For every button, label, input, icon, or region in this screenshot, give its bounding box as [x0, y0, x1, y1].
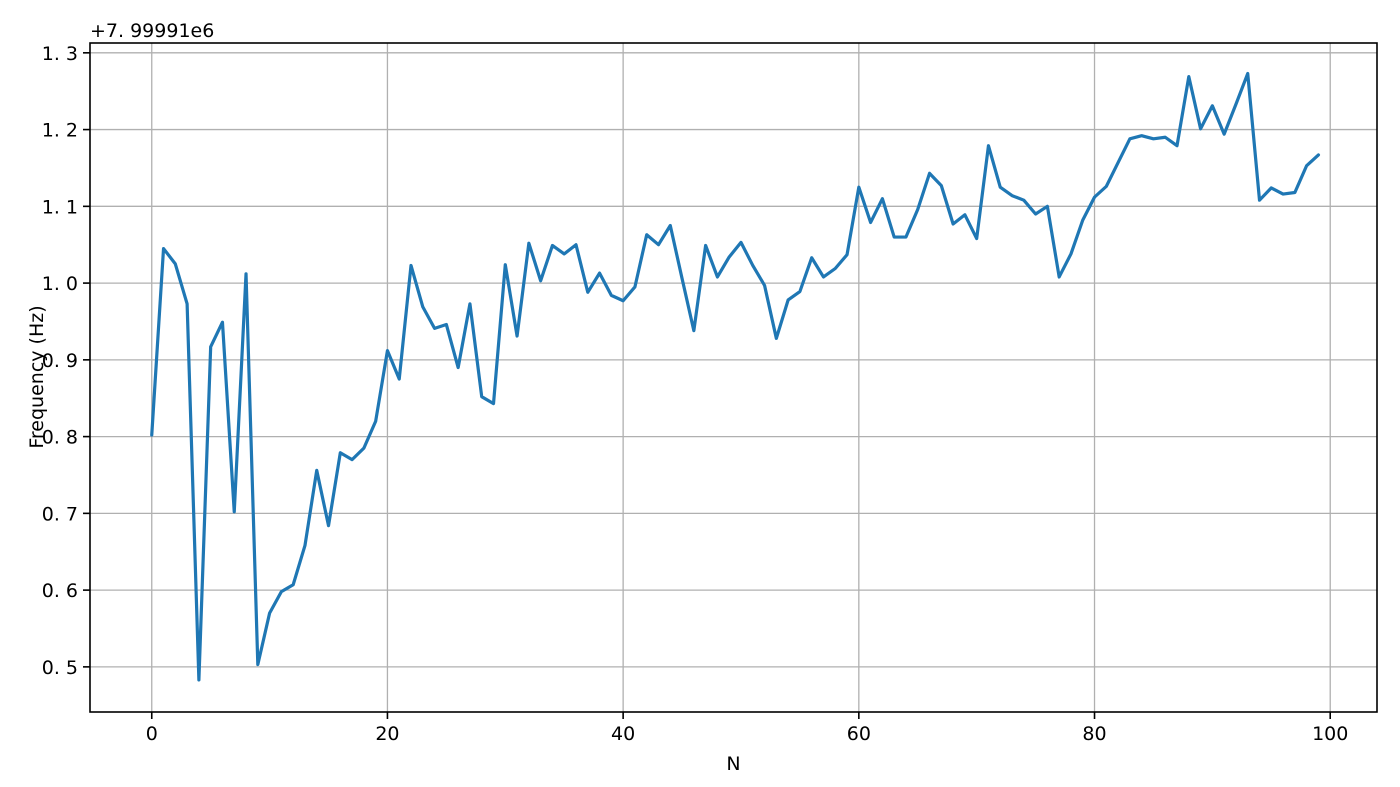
axes-frame — [89, 42, 1378, 713]
y-tick-label: 1. 3 — [42, 43, 78, 65]
x-tick-label: 60 — [847, 723, 871, 745]
y-tick-label: 1. 2 — [42, 120, 78, 142]
x-tick-label: 100 — [1312, 723, 1348, 745]
y-tick-label: 0. 5 — [42, 657, 78, 679]
y-tick-label: 1. 1 — [42, 196, 78, 218]
x-tick-label: 40 — [611, 723, 635, 745]
x-tick-label: 80 — [1082, 723, 1106, 745]
y-tick-label: 0. 7 — [42, 503, 78, 525]
y-tick-label: 0. 6 — [42, 580, 78, 602]
y-axis-title: Frequency (Hz) — [26, 305, 48, 449]
y-tick-label: 1. 0 — [42, 273, 78, 295]
y-tick-label: 0. 8 — [42, 427, 78, 449]
y-tick-label: 0. 9 — [42, 350, 78, 372]
x-tick-label: 20 — [375, 723, 399, 745]
y-axis-offset-text: +7. 99991e6 — [90, 20, 215, 42]
data-line-frequency — [150, 71, 1321, 682]
x-tick-label: 0 — [146, 723, 158, 745]
x-axis-title: N — [726, 753, 741, 775]
